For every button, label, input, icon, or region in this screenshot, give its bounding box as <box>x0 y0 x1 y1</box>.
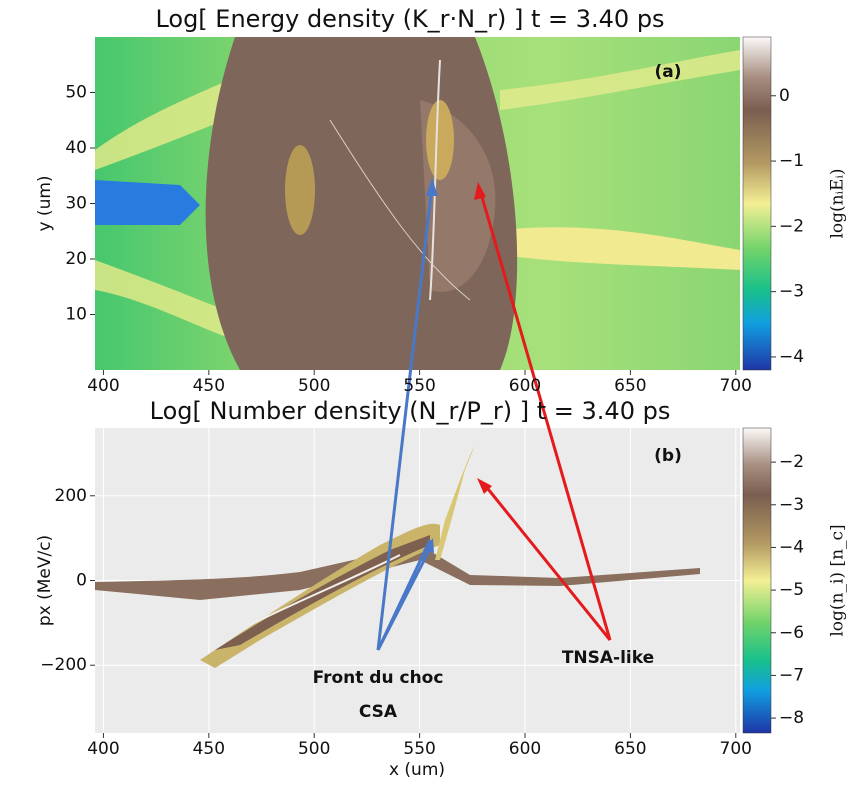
y-tick-label: 0 <box>76 571 87 591</box>
colorbar-label: log(n_i) [n_c] <box>828 524 848 636</box>
panel-label: (a) <box>654 62 681 82</box>
x-tick-label: 550 <box>403 739 435 759</box>
x-tick-label: 550 <box>403 376 435 396</box>
colorbar-label: log(nᵢEᵢ) <box>828 168 848 238</box>
x-tick-label: 600 <box>509 376 541 396</box>
x-tick-label: 650 <box>614 739 646 759</box>
y-axis-label: px (MeV/c) <box>35 535 55 626</box>
colorbar-tick-label: −6 <box>779 623 804 643</box>
y-axis-label: y (um) <box>35 175 55 231</box>
panel-label: (b) <box>654 446 682 466</box>
x-tick-label: 500 <box>298 376 330 396</box>
y-tick-label: 10 <box>65 305 87 325</box>
y-tick-label: 30 <box>65 194 87 214</box>
colorbar-tick-label: −3 <box>779 282 804 302</box>
phase-space <box>95 445 700 668</box>
colorbar <box>742 427 772 734</box>
colorbar-tick-label: −5 <box>779 580 804 600</box>
y-tick-label: 40 <box>65 138 87 158</box>
x-tick-label: 450 <box>193 739 225 759</box>
y-tick-label: 20 <box>65 249 87 269</box>
annotation: Front du choc <box>313 668 444 688</box>
colorbar-tick-label: −2 <box>779 452 804 472</box>
y-tick-label: 200 <box>55 486 87 506</box>
annotation: CSA <box>359 702 398 722</box>
colorbar <box>742 36 772 371</box>
x-tick-label: 450 <box>193 376 225 396</box>
colorbar-tick-label: 0 <box>779 86 790 106</box>
y-tick-label: 50 <box>65 83 87 103</box>
colorbar-tick-label: −1 <box>779 151 804 171</box>
x-tick-label: 700 <box>720 376 752 396</box>
x-tick-label: 400 <box>87 739 119 759</box>
colorbar-tick-label: −3 <box>779 495 804 515</box>
x-tick-label: 500 <box>298 739 330 759</box>
x-tick-label: 600 <box>509 739 541 759</box>
colorbar-tick-label: −2 <box>779 216 804 236</box>
colorbar-tick-label: −4 <box>779 537 804 557</box>
annotation: TNSA-like <box>562 648 654 668</box>
x-axis-label: x (um) <box>389 760 445 780</box>
colorbar-tick-label: −4 <box>779 347 804 367</box>
panel-title: Log[ Energy density (K_r·N_r) ] t = 3.40… <box>155 5 664 33</box>
panel-title: Log[ Number density (N_r/P_r) ] t = 3.40… <box>150 397 671 425</box>
arrows <box>376 178 612 651</box>
x-tick-label: 400 <box>87 376 119 396</box>
colorbar-tick-label: −7 <box>779 665 804 685</box>
colorbar-tick-label: −8 <box>779 708 804 728</box>
x-tick-label: 700 <box>720 739 752 759</box>
heatmap-a <box>95 37 740 370</box>
x-tick-label: 650 <box>614 376 646 396</box>
y-tick-label: −200 <box>40 655 87 675</box>
